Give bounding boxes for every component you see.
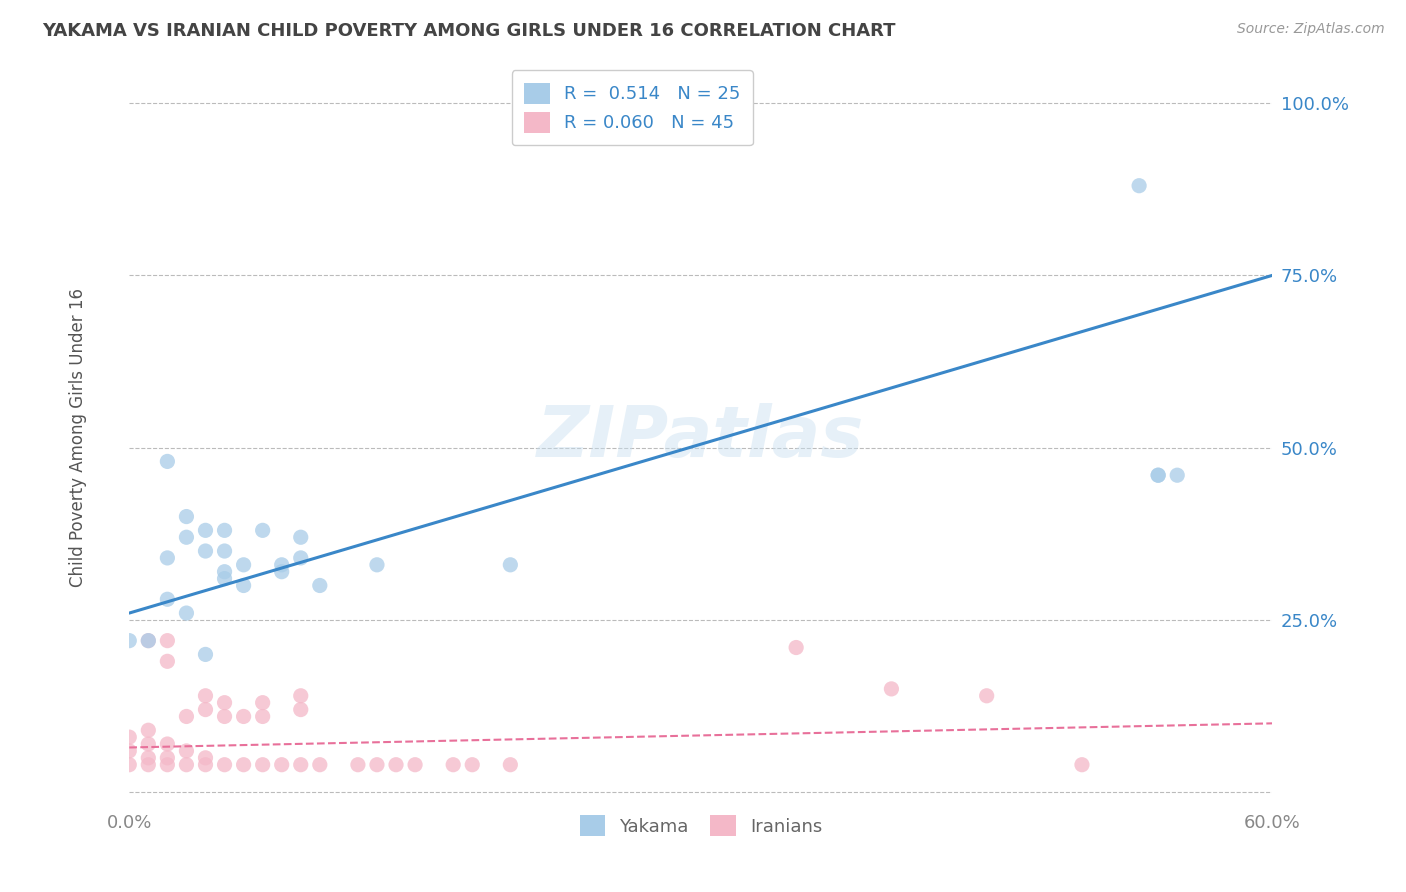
Point (232, 757, 254, 772)
Text: Source: ZipAtlas.com: Source: ZipAtlas.com (1237, 22, 1385, 37)
Point (252, 709, 274, 723)
Point (118, 633, 141, 648)
Point (194, 544, 217, 558)
Point (1147, 468, 1170, 483)
Point (290, 689, 312, 703)
Point (214, 757, 236, 772)
Point (156, 757, 179, 772)
Point (290, 550, 312, 565)
Point (194, 751, 217, 765)
Point (385, 757, 408, 772)
Point (194, 524, 217, 538)
Point (214, 572, 236, 586)
Point (880, 681, 903, 696)
Point (194, 757, 217, 772)
Point (252, 757, 274, 772)
Point (176, 530, 198, 544)
Point (194, 689, 217, 703)
Point (214, 696, 236, 710)
Point (214, 524, 236, 538)
Point (232, 578, 254, 592)
Point (232, 558, 254, 572)
Point (118, 744, 141, 758)
Text: YAKAMA VS IRANIAN CHILD POVERTY AMONG GIRLS UNDER 16 CORRELATION CHART: YAKAMA VS IRANIAN CHILD POVERTY AMONG GI… (42, 22, 896, 40)
Point (118, 757, 141, 772)
Point (270, 757, 292, 772)
Point (136, 757, 159, 772)
Point (308, 578, 330, 592)
Point (290, 530, 312, 544)
Point (156, 654, 179, 668)
Point (290, 757, 312, 772)
Point (1166, 468, 1188, 483)
Point (976, 689, 998, 703)
Point (404, 757, 426, 772)
Point (156, 550, 179, 565)
Point (194, 648, 217, 662)
Point (176, 606, 198, 620)
Point (347, 757, 370, 772)
Point (194, 702, 217, 716)
Point (441, 757, 464, 772)
Point (176, 709, 198, 723)
Point (176, 757, 198, 772)
Point (156, 633, 179, 648)
Point (461, 757, 484, 772)
Point (1128, 178, 1150, 193)
Point (785, 640, 807, 655)
Text: Child Poverty Among Girls Under 16: Child Poverty Among Girls Under 16 (69, 288, 87, 587)
Point (136, 633, 159, 648)
Point (499, 558, 522, 572)
Point (136, 737, 159, 751)
Point (366, 757, 388, 772)
Point (308, 757, 330, 772)
Text: ZIPatlas: ZIPatlas (537, 403, 865, 472)
Point (156, 737, 179, 751)
Point (270, 565, 292, 579)
Point (214, 709, 236, 723)
Point (1147, 468, 1170, 483)
Point (136, 633, 159, 648)
Point (270, 558, 292, 572)
Point (156, 454, 179, 468)
Point (176, 509, 198, 524)
Legend: R =  0.514   N = 25, R = 0.060   N = 45: R = 0.514 N = 25, R = 0.060 N = 45 (512, 70, 754, 145)
Point (156, 751, 179, 765)
Point (290, 702, 312, 716)
Point (232, 709, 254, 723)
Point (214, 544, 236, 558)
Point (366, 558, 388, 572)
Point (252, 696, 274, 710)
Point (136, 723, 159, 738)
Point (136, 751, 159, 765)
Point (1071, 757, 1094, 772)
Point (252, 524, 274, 538)
Point (118, 730, 141, 744)
Point (499, 757, 522, 772)
Point (214, 565, 236, 579)
Point (156, 592, 179, 607)
Point (176, 744, 198, 758)
